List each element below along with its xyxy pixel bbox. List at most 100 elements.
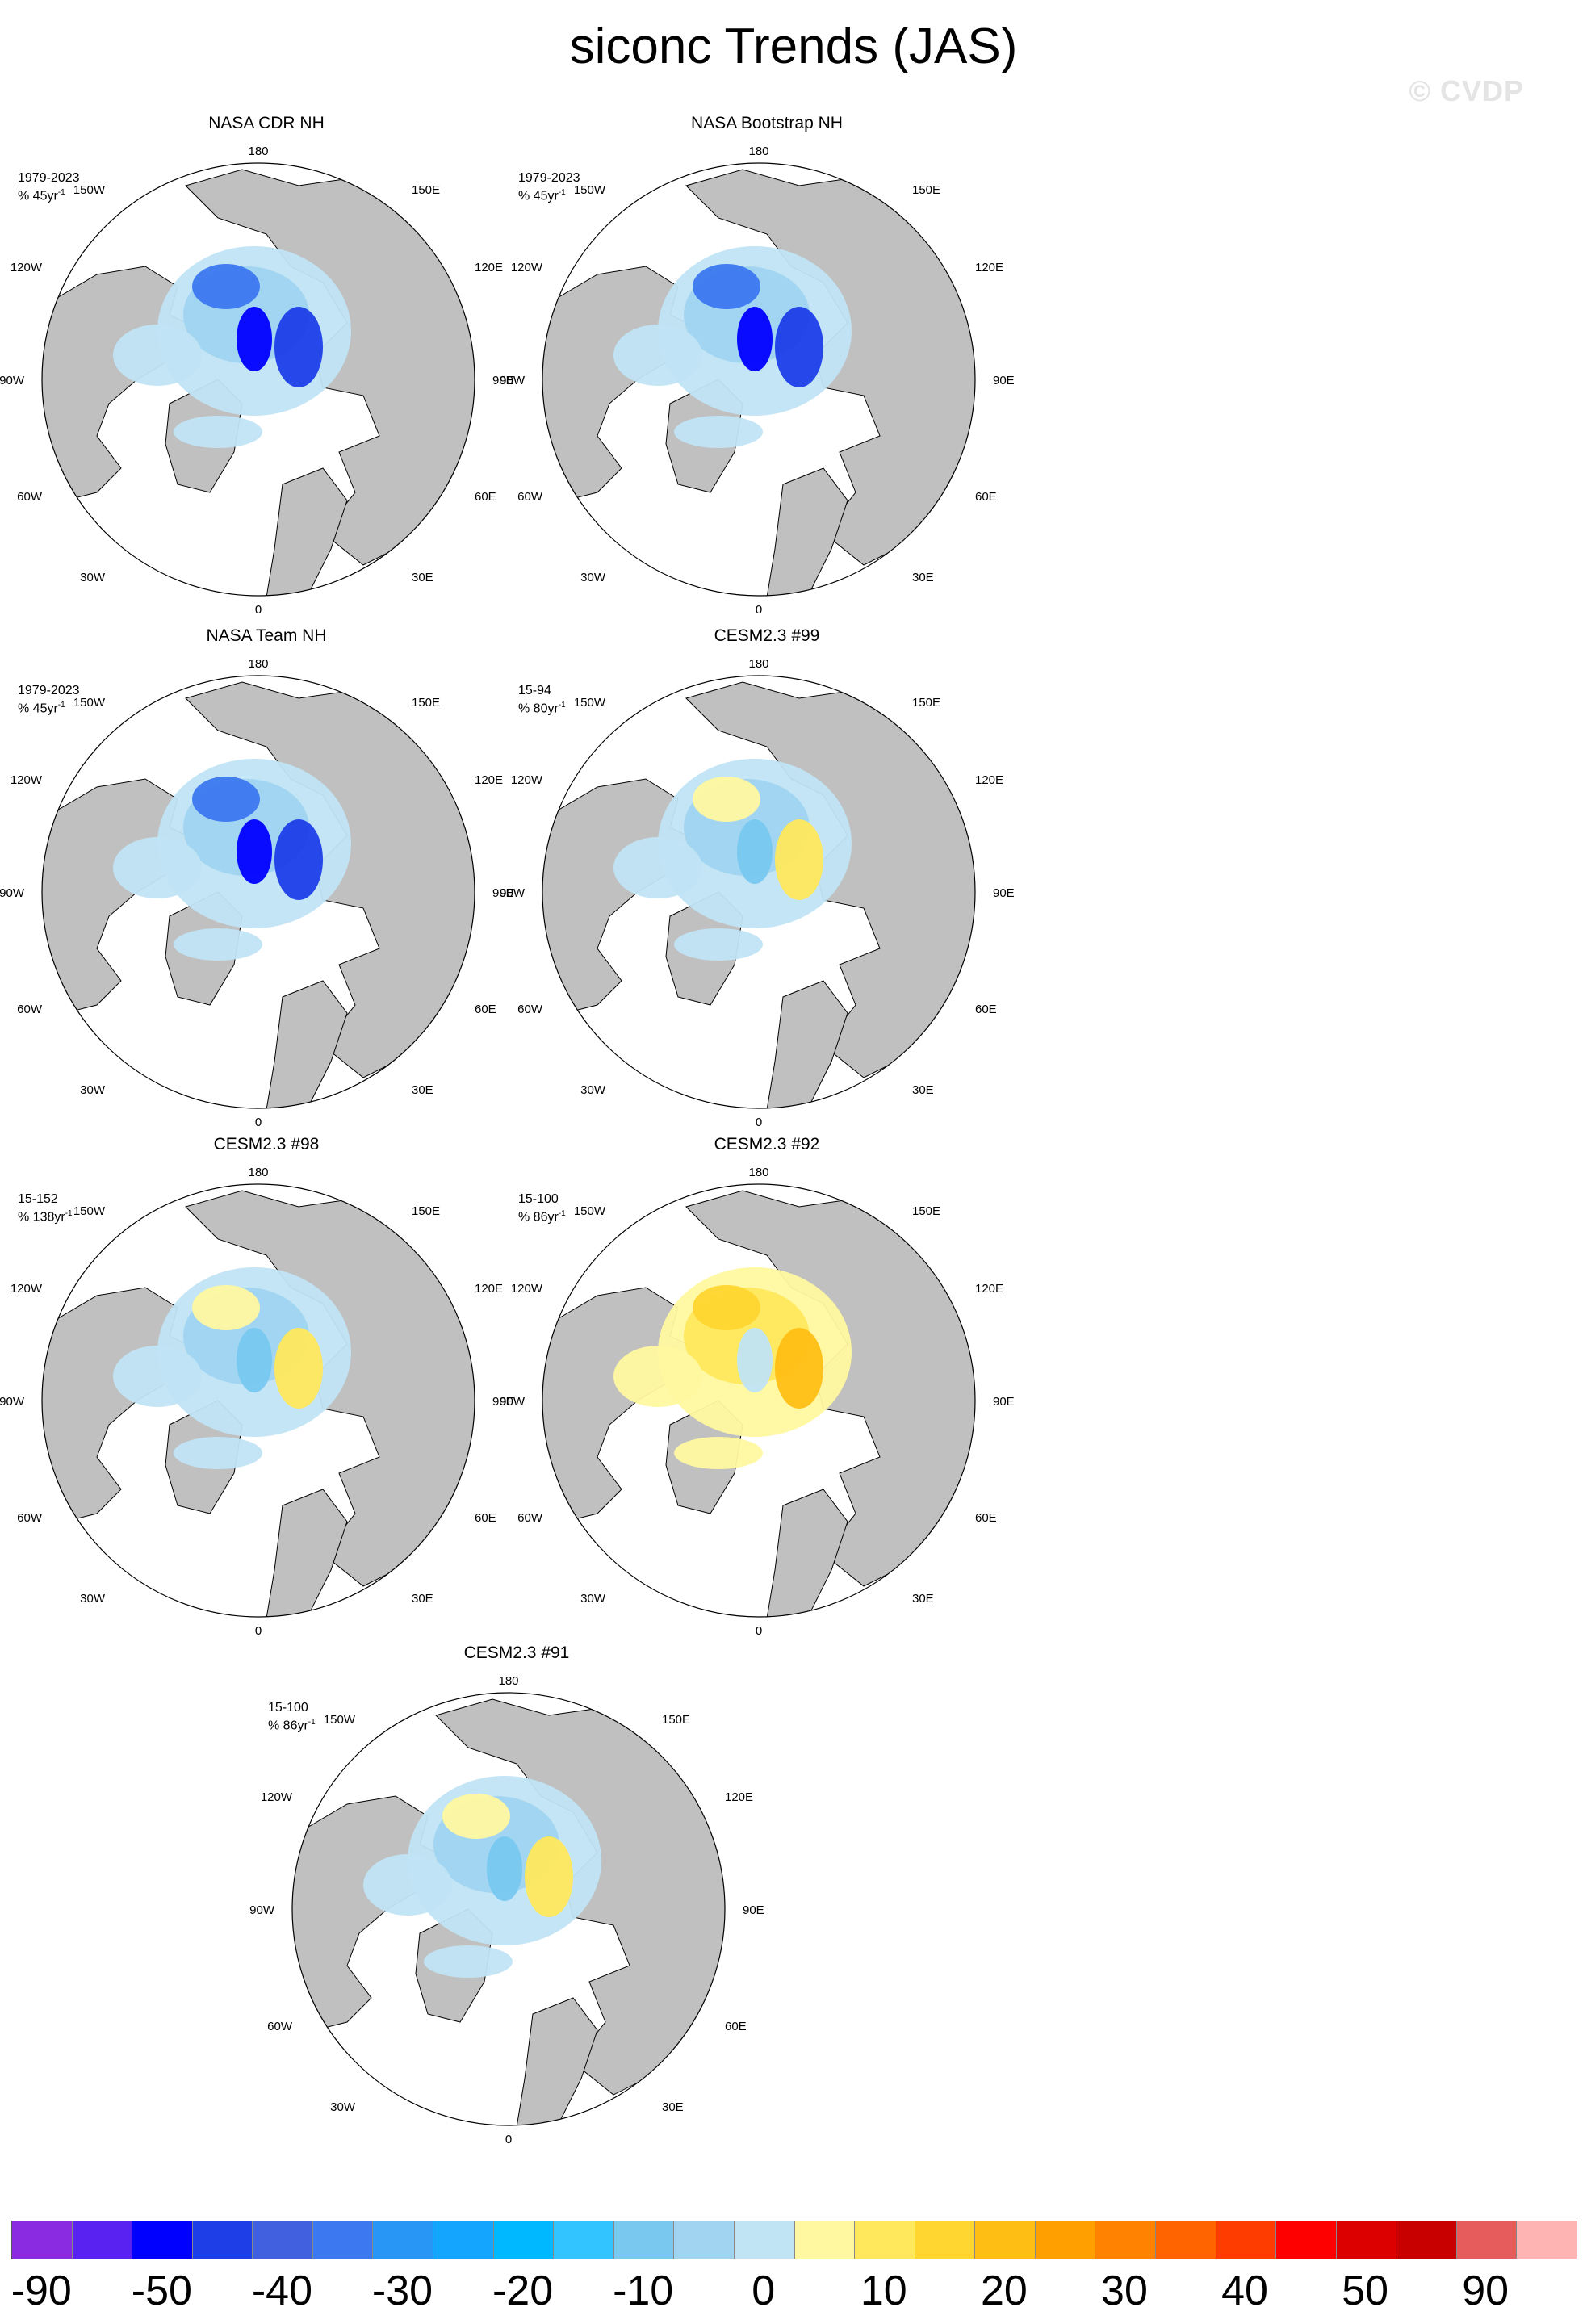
degree-label: 30W — [80, 1592, 106, 1606]
degree-label: 150W — [574, 1204, 606, 1218]
period-note: 1979-2023% 45yr-1 — [518, 171, 580, 203]
map-panel: NASA Bootstrap NH 180 0 90W 90E 120W 150W 150E 1… — [476, 113, 1057, 630]
cvdp-watermark: © CVDP — [1409, 74, 1524, 107]
legend-swatch — [1396, 2221, 1457, 2259]
degree-label: 30W — [580, 571, 606, 584]
degree-label: 90E — [993, 1395, 1015, 1409]
legend-label: 10 — [860, 2267, 907, 2314]
legend-label: -90 — [10, 2267, 72, 2314]
degree-label: 60E — [725, 2020, 747, 2033]
degree-label: 180 — [248, 144, 268, 158]
color-legend — [11, 2221, 1577, 2259]
polar-map: 180 0 90W 90E 120W 150W 150E 120E 60W 30W 30E 60E — [500, 1166, 1015, 1638]
degree-label: 90E — [492, 886, 514, 900]
degree-label: 30E — [912, 1083, 934, 1097]
degree-label: 120E — [475, 261, 503, 274]
period-note: 1979-2023 % 45yr-1 — [18, 171, 80, 203]
degree-label: 90E — [492, 374, 514, 387]
degree-label: 90W — [500, 374, 526, 387]
panel-title: CESM2.3 #92 — [714, 1135, 820, 1154]
trend-rate-prefix: % 86yr — [518, 1210, 559, 1225]
degree-label: 150E — [412, 1204, 440, 1218]
period-range: 15-100 — [518, 1192, 559, 1206]
degree-label: 120W — [10, 1282, 43, 1296]
degree-label: 0 — [255, 1116, 262, 1129]
figure-title: siconc Trends (JAS) — [569, 19, 1018, 74]
color-legend-labels: -90 -50 -40 -30 -20 -10 0 10 20 30 40 50 90 — [11, 2267, 1576, 2315]
legend-swatch — [1456, 2221, 1518, 2259]
legend-swatch — [794, 2221, 856, 2259]
legend-swatch — [312, 2221, 374, 2259]
degree-label: 120E — [975, 1282, 1003, 1296]
degree-label: 120W — [511, 261, 543, 274]
period-note: 1979-2023% 45yr-1 — [18, 684, 80, 716]
degree-label: 60E — [475, 1003, 496, 1016]
panel-title: NASA Team NH — [206, 626, 327, 645]
legend-label: -30 — [371, 2267, 433, 2314]
legend-swatch — [1155, 2221, 1216, 2259]
degree-label: 150E — [912, 183, 940, 197]
degree-label: 180 — [748, 657, 768, 671]
degree-label: 60W — [267, 2020, 293, 2033]
legend-swatch — [734, 2221, 795, 2259]
legend-label: 20 — [980, 2267, 1028, 2314]
degree-label: 30E — [412, 571, 433, 584]
degree-label: 150E — [412, 696, 440, 710]
degree-label: 30E — [412, 1592, 433, 1606]
legend-swatch — [1336, 2221, 1397, 2259]
map-panel: NASA Team NH 180 0 90W 90E 120W 150W 150E 120E 60… — [0, 626, 557, 1142]
map-panel: CESM2.3 #98 180 0 90W 90E 120W 150W 150E 120E 60W… — [0, 1134, 557, 1651]
degree-label: 120E — [975, 773, 1003, 787]
map-panel: NASA CDR NH 180 0 90W 90E 120W 150W 150E 120E 60W… — [0, 113, 557, 630]
degree-label: 150E — [662, 1713, 690, 1727]
legend-label: -50 — [131, 2267, 192, 2314]
trend-rate: % 86yr-1 — [518, 1207, 566, 1225]
degree-label: 90E — [993, 374, 1015, 387]
degree-label: 90E — [492, 1395, 514, 1409]
degree-label: 180 — [748, 1166, 768, 1179]
trend-rate-prefix: % 80yr — [518, 701, 559, 716]
period-range: 15-152 — [18, 1192, 58, 1206]
period-range: 1979-2023 — [18, 684, 80, 697]
degree-label: 150W — [73, 696, 106, 710]
degree-label: 30E — [412, 1083, 433, 1097]
polar-map: 180 0 90W 90E 120W 150W 150E 120E 60W 30W 30E 60E — [0, 144, 514, 617]
degree-label: 30E — [912, 571, 934, 584]
panel-title: CESM2.3 #98 — [213, 1135, 320, 1154]
legend-swatch — [1276, 2221, 1337, 2259]
legend-swatch — [253, 2221, 313, 2259]
period-range: 1979-2023 — [518, 171, 580, 185]
period-range: 1979-2023 — [18, 171, 80, 185]
degree-label: 30W — [80, 1083, 106, 1097]
degree-label: 120E — [725, 1790, 753, 1804]
degree-label: 150W — [73, 183, 106, 197]
degree-label: 60E — [975, 1003, 997, 1016]
trend-rate-prefix: % 45yr — [18, 189, 58, 203]
degree-label: 150E — [912, 696, 940, 710]
trend-rate-exponent: -1 — [558, 701, 566, 710]
trend-rate-exponent: -1 — [558, 188, 566, 197]
degree-label: 60W — [517, 1511, 543, 1525]
trend-rate-prefix: % 138yr — [18, 1210, 65, 1225]
degree-label: 0 — [756, 1116, 762, 1129]
legend-swatch — [613, 2221, 675, 2259]
legend-label: 50 — [1342, 2267, 1389, 2314]
degree-label: 90W — [500, 1395, 526, 1409]
degree-label: 30W — [80, 571, 106, 584]
period-range: 15-94 — [518, 684, 551, 697]
degree-label: 180 — [748, 144, 768, 158]
panel-title: NASA Bootstrap NH — [691, 114, 843, 132]
period-range: 15-100 — [268, 1701, 308, 1715]
degree-label: 0 — [756, 603, 762, 617]
degree-label: 30W — [580, 1083, 606, 1097]
legend-swatch — [493, 2221, 555, 2259]
legend-swatch — [72, 2221, 133, 2259]
period-note: 15-100% 86yr-1 — [268, 1701, 316, 1733]
degree-label: 90W — [0, 374, 25, 387]
trend-rate-exponent: -1 — [57, 188, 65, 197]
legend-label: -20 — [492, 2267, 554, 2314]
degree-label: 180 — [498, 1674, 518, 1688]
legend-swatch — [373, 2221, 434, 2259]
trend-rate: % 45yr-1 — [18, 698, 80, 716]
degree-label: 30E — [662, 2100, 684, 2114]
